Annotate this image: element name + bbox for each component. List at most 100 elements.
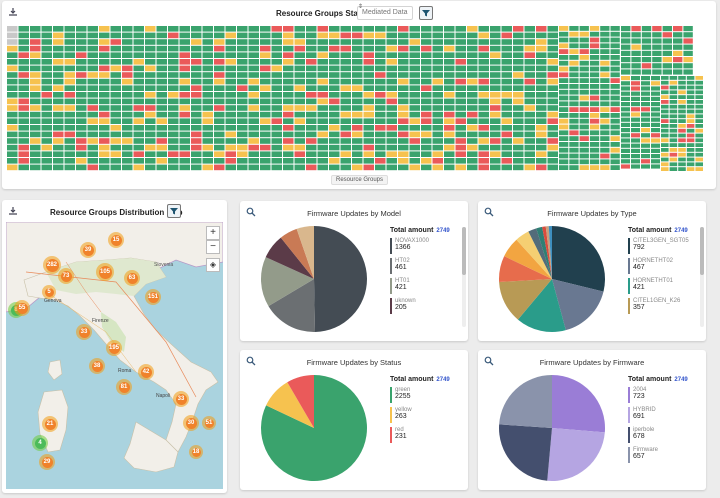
resource-group-tile[interactable] [87,98,99,105]
resource-group-tile[interactable] [398,65,409,72]
resource-group-tile[interactable] [513,164,524,171]
resource-group-tile[interactable] [248,164,260,171]
resource-group-tile[interactable] [260,131,271,138]
resource-group-tile[interactable] [271,32,283,39]
resource-group-tile[interactable] [53,39,64,45]
resource-group-tile[interactable] [317,72,329,78]
resource-group-tile[interactable] [156,26,168,32]
resource-group-tile[interactable] [600,113,610,118]
filter-button[interactable] [419,6,433,20]
resource-group-tile[interactable] [317,39,329,45]
resource-group-tile[interactable] [375,26,386,32]
resource-group-tile[interactable] [133,72,145,78]
resource-group-tile[interactable] [536,85,547,91]
resource-group-tile[interactable] [30,158,41,164]
resource-group-tile[interactable] [559,130,569,136]
resource-group-tile[interactable] [30,111,41,118]
resource-group-tile[interactable] [652,38,662,44]
resource-group-tile[interactable] [421,72,432,78]
resource-group-tile[interactable] [179,138,191,144]
resource-group-tile[interactable] [375,131,386,138]
resource-group-tile[interactable] [133,78,145,85]
resource-group-tile[interactable] [490,118,501,124]
resource-group-tile[interactable] [122,52,133,58]
resource-group-tile[interactable] [237,138,248,144]
resource-group-tile[interactable] [669,143,678,147]
resource-group-tile[interactable] [64,45,76,52]
resource-group-tile[interactable] [621,159,630,164]
resource-group-tile[interactable] [18,144,30,151]
resource-group-tile[interactable] [569,31,579,37]
resource-group-tile[interactable] [53,78,64,85]
resource-group-tile[interactable] [421,138,432,144]
resource-group-tile[interactable] [398,164,409,171]
resource-group-tile[interactable] [260,78,271,85]
resource-group-tile[interactable] [133,105,145,111]
resource-group-tile[interactable] [631,69,641,75]
resource-group-tile[interactable] [87,131,99,138]
resource-group-tile[interactable] [18,164,30,171]
resource-group-tile[interactable] [18,105,30,111]
resource-group-tile[interactable] [455,65,467,72]
resource-group-tile[interactable] [547,45,559,52]
resource-group-tile[interactable] [133,118,145,124]
resource-group-tile[interactable] [579,130,589,136]
resource-group-tile[interactable] [352,59,363,65]
resource-group-tile[interactable] [7,26,18,32]
resource-group-tile[interactable] [306,85,317,91]
pie-slice[interactable] [499,256,552,282]
resource-group-tile[interactable] [271,131,283,138]
resource-group-tile[interactable] [41,105,53,111]
resource-group-tile[interactable] [683,38,693,44]
pie-slice[interactable] [314,226,367,332]
resource-group-tile[interactable] [478,72,490,78]
resource-group-tile[interactable] [641,102,650,107]
resource-group-tile[interactable] [444,72,455,78]
resource-group-tile[interactable] [283,45,294,52]
resource-group-tile[interactable] [76,92,87,98]
resource-group-tile[interactable] [536,72,547,78]
resource-group-tile[interactable] [513,118,524,124]
resource-group-tile[interactable] [179,125,191,131]
resource-group-tile[interactable] [398,158,409,164]
resource-group-tile[interactable] [421,164,432,171]
resource-group-tile[interactable] [306,59,317,65]
resource-group-tile[interactable] [317,151,329,157]
resource-group-tile[interactable] [191,52,202,58]
resource-group-tile[interactable] [490,111,501,118]
resource-group-tile[interactable] [306,158,317,164]
resource-group-tile[interactable] [214,39,225,45]
resource-group-tile[interactable] [202,85,214,91]
resource-group-tile[interactable] [467,59,478,65]
resource-group-tile[interactable] [191,151,202,157]
resource-group-tile[interactable] [168,59,179,65]
resource-group-tile[interactable] [329,158,340,164]
resource-group-tile[interactable] [621,86,630,91]
resource-group-tile[interactable] [501,105,513,111]
resource-group-tile[interactable] [610,113,620,118]
resource-group-tile[interactable] [99,45,110,52]
resource-group-tile[interactable] [589,107,600,112]
resource-group-tile[interactable] [467,164,478,171]
resource-group-tile[interactable] [421,151,432,157]
resource-group-tile[interactable] [191,26,202,32]
resource-group-tile[interactable] [651,107,660,112]
resource-group-tile[interactable] [455,72,467,78]
resource-group-tile[interactable] [375,39,386,45]
resource-group-tile[interactable] [524,164,536,171]
resource-group-tile[interactable] [651,76,660,81]
resource-group-tile[interactable] [631,154,640,159]
resource-group-tile[interactable] [225,111,237,118]
resource-group-tile[interactable] [600,107,610,112]
resource-group-tile[interactable] [386,105,398,111]
resource-group-tile[interactable] [99,59,110,65]
resource-group-tile[interactable] [641,86,650,91]
resource-group-tile[interactable] [513,151,524,157]
resource-group-tile[interactable] [283,39,294,45]
resource-group-tile[interactable] [64,138,76,144]
resource-group-tile[interactable] [559,124,569,130]
resource-group-tile[interactable] [99,158,110,164]
resource-group-tile[interactable] [444,111,455,118]
resource-group-tile[interactable] [340,65,352,72]
resource-group-tile[interactable] [662,26,672,32]
